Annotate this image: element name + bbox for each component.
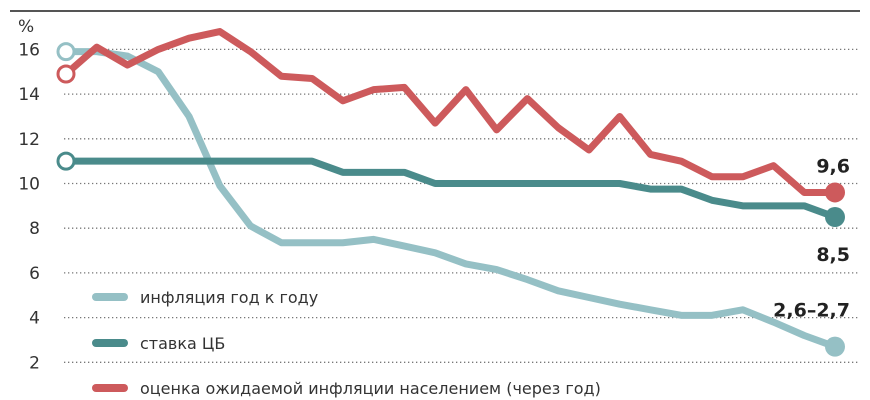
series-end-marker [825,336,845,357]
y-tick-label: 0 [29,398,40,400]
y-axis-unit-label: % [18,17,34,37]
series-line [62,28,839,196]
legend-label: оценка ожидаемой инфляции населением (че… [140,379,601,398]
series-end-marker [825,182,845,203]
legend-label: инфляция год к году [140,288,318,307]
series-start-marker [56,64,76,84]
series-line [62,157,839,221]
series-line [62,48,839,351]
series-start-marker [56,151,76,171]
legend-label: ставка ЦБ [140,334,225,353]
y-tick-label: 6 [29,264,40,284]
y-tick-label: 10 [18,175,40,195]
series-end-value-label: 8,5 [816,244,850,266]
y-tick-label: 16 [18,40,40,60]
y-tick-label: 4 [29,309,40,329]
y-tick-label: 14 [18,85,40,105]
series-end-value-label: 2,6–2,7 [773,300,850,322]
series-end-value-label: 9,6 [816,155,850,177]
y-tick-label: 12 [18,130,40,150]
y-tick-label: 8 [29,219,40,239]
series-end-marker [825,207,845,228]
series-start-marker [56,42,76,62]
y-tick-label: 2 [29,353,40,373]
